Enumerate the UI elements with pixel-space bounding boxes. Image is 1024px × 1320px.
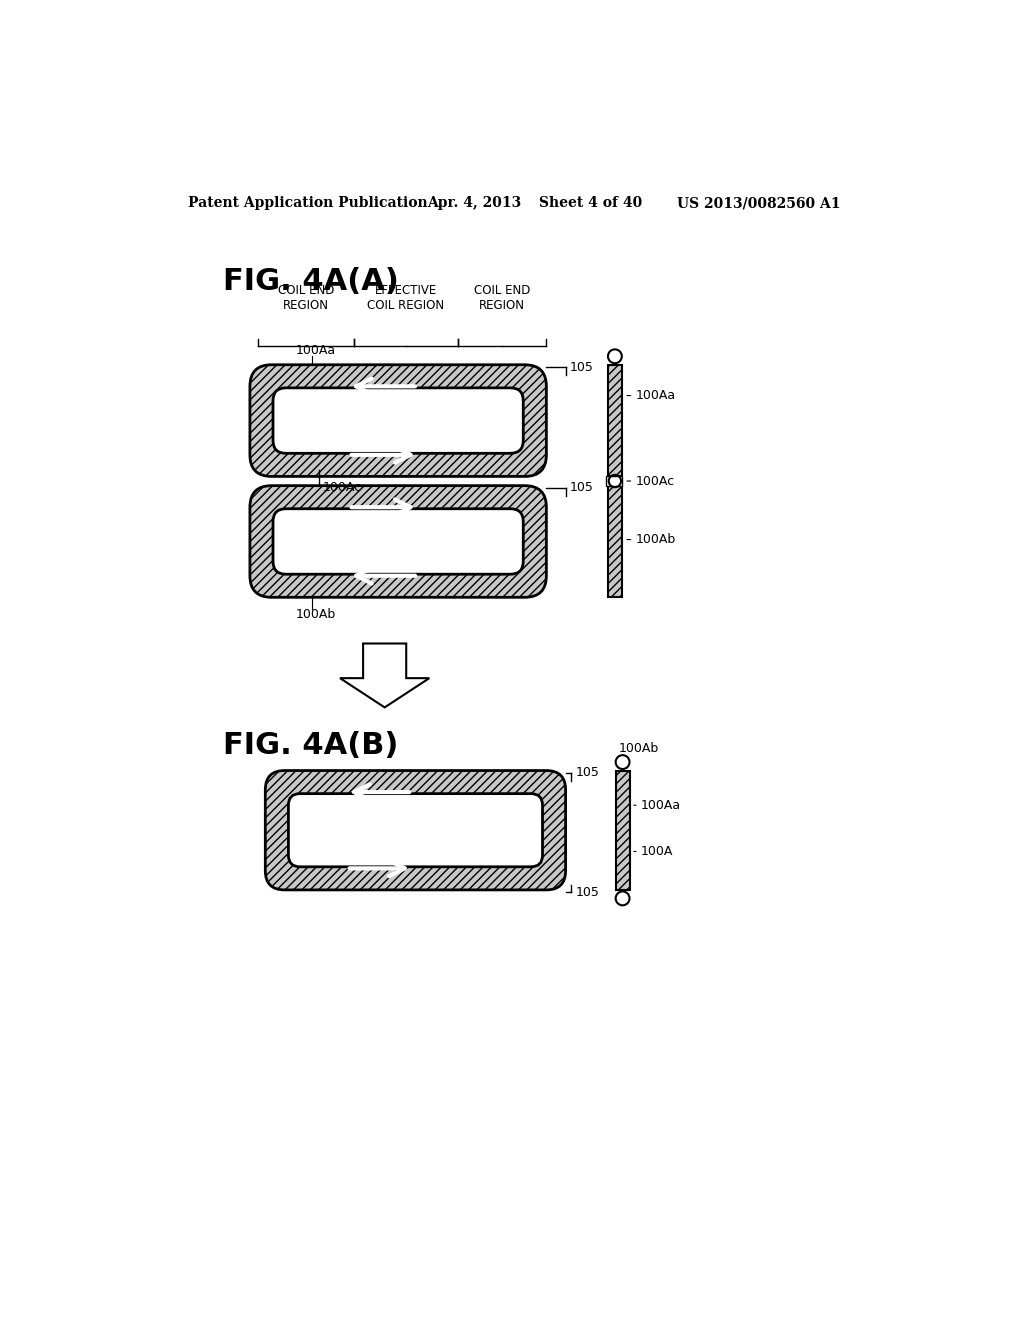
Text: 100Aa: 100Aa [636, 389, 676, 403]
Bar [606, 477, 622, 486]
Text: US 2013/0082560 A1: US 2013/0082560 A1 [677, 197, 841, 210]
Text: 100Ac: 100Ac [636, 474, 675, 487]
FancyBboxPatch shape [289, 793, 543, 867]
Text: COIL END
REGION: COIL END REGION [278, 284, 334, 313]
Polygon shape [340, 644, 429, 708]
FancyBboxPatch shape [273, 508, 523, 574]
Text: Patent Application Publication: Patent Application Publication [188, 197, 428, 210]
Text: 100Ab: 100Ab [618, 742, 659, 755]
Text: 100Ab: 100Ab [636, 533, 676, 546]
FancyBboxPatch shape [615, 771, 630, 890]
Text: 105: 105 [569, 482, 593, 495]
Text: 100Aa: 100Aa [641, 799, 681, 812]
Text: 105: 105 [575, 767, 599, 779]
Text: FIG. 4A(B): FIG. 4A(B) [223, 731, 398, 760]
FancyBboxPatch shape [250, 364, 547, 477]
Text: 100Ab: 100Ab [296, 607, 336, 620]
FancyBboxPatch shape [250, 486, 547, 597]
FancyBboxPatch shape [265, 771, 565, 890]
Text: Apr. 4, 2013: Apr. 4, 2013 [427, 197, 521, 210]
Text: 105: 105 [575, 886, 599, 899]
FancyBboxPatch shape [608, 364, 622, 477]
Text: 100Ac: 100Ac [323, 480, 362, 494]
Text: 100A: 100A [641, 845, 674, 858]
Text: 100Aa: 100Aa [296, 345, 336, 358]
Text: COIL END
REGION: COIL END REGION [474, 284, 530, 313]
Text: 105: 105 [569, 360, 593, 374]
FancyBboxPatch shape [608, 486, 622, 597]
Text: EFFECTIVE
COIL REGION: EFFECTIVE COIL REGION [368, 284, 444, 313]
Text: Sheet 4 of 40: Sheet 4 of 40 [539, 197, 642, 210]
Text: FIG. 4A(A): FIG. 4A(A) [223, 267, 398, 296]
FancyBboxPatch shape [273, 388, 523, 453]
